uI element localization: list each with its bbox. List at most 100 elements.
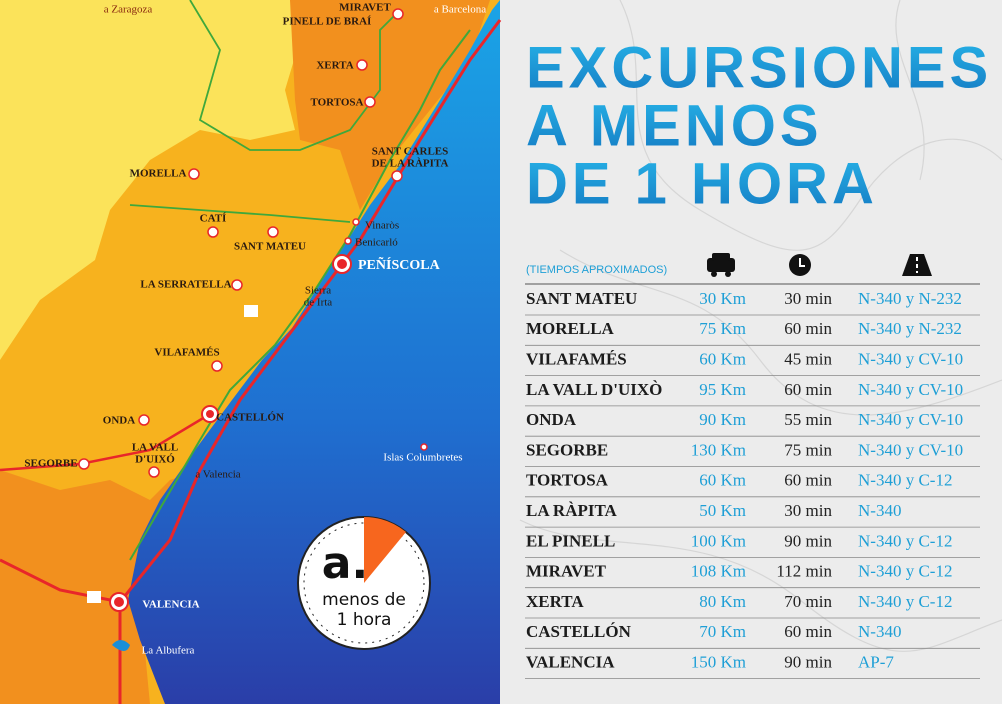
route: N-340 y CV-10 <box>858 440 963 459</box>
destination: MIRAVET <box>526 562 607 581</box>
route: N-340 y C-12 <box>858 471 952 490</box>
route: N-340 y C-12 <box>858 592 952 611</box>
table-row: EL PINELL 100 Km 90 min N-340 y C-12 <box>525 531 980 558</box>
duration: 112 min <box>776 562 832 581</box>
distance: 75 Km <box>699 319 746 338</box>
duration: 90 min <box>784 653 832 672</box>
city-dot <box>391 170 403 182</box>
distance: 70 Km <box>699 622 746 641</box>
car-icon <box>707 253 735 277</box>
road-icon <box>902 254 932 276</box>
destination: TORTOSA <box>526 471 609 490</box>
map-label: VALENCIA <box>142 599 199 611</box>
map-label: ONDA <box>103 415 135 427</box>
city-dot <box>231 279 243 291</box>
map-label: PEÑÍSCOLA <box>358 255 441 273</box>
route: N-340 y N-232 <box>858 289 962 308</box>
logo: a. menos de 1 hora <box>297 516 431 650</box>
road <box>189 0 401 151</box>
duration: 60 min <box>784 622 832 641</box>
map-label: CASTELLÓN <box>216 412 284 424</box>
route: N-340 y C-12 <box>858 562 952 581</box>
sea <box>128 0 500 704</box>
table-row: LA RÀPITA 50 Km 30 min N-340 <box>525 501 980 528</box>
city-dot <box>211 360 223 372</box>
distance: 95 Km <box>699 380 746 399</box>
clock-icon <box>789 254 811 276</box>
road <box>0 412 211 472</box>
destination: MORELLA <box>526 319 615 338</box>
destination: XERTA <box>526 592 584 611</box>
map-label: VILAFAMÉS <box>154 347 219 359</box>
map-label: Vinaròs <box>365 220 399 232</box>
city-dot <box>148 466 160 478</box>
title-line: EXCURSIONES <box>526 35 992 100</box>
table-row: SANT MATEU 30 Km 30 min N-340 y N-232 <box>525 289 980 316</box>
destination: ONDA <box>526 410 577 429</box>
table-row: LA VALL D'UIXÒ 95 Km 60 min N-340 y CV-10 <box>525 380 980 407</box>
duration: 75 min <box>784 440 832 459</box>
route: AP-7 <box>858 653 894 672</box>
destination: VALENCIA <box>526 653 615 672</box>
distance: 30 Km <box>699 289 746 308</box>
table-row: VILAFAMÉS 60 Km 45 min N-340 y CV-10 <box>525 350 980 377</box>
map-label: PINELL DE BRAÍ <box>283 16 372 28</box>
table: SANT MATEU 30 Km 30 min N-340 y N-232 MORELL… <box>525 289 980 679</box>
city-dot <box>138 414 150 426</box>
city-dot <box>267 226 279 238</box>
city-dot <box>420 443 428 451</box>
city-dot <box>78 458 90 470</box>
city-dot <box>344 237 352 245</box>
map-label: LA SERRATELLA <box>140 279 231 291</box>
distance: 130 Km <box>691 440 746 459</box>
destination: VILAFAMÉS <box>526 350 627 369</box>
map-labels: a Zaragoza MIRAVET a Barcelona PINELL DE BR… <box>24 2 486 657</box>
city-dot <box>188 168 200 180</box>
route: N-340 <box>858 622 901 641</box>
logo-line: menos de <box>322 590 406 610</box>
table-row: ONDA 90 Km 55 min N-340 y CV-10 <box>525 410 980 437</box>
map-label: D'UIXÓ <box>135 454 175 466</box>
road <box>129 204 351 223</box>
tarragona-region <box>290 0 490 210</box>
distance: 50 Km <box>699 501 746 520</box>
duration: 60 min <box>784 471 832 490</box>
inland-region <box>0 0 300 360</box>
table-row: XERTA 80 Km 70 min N-340 y C-12 <box>525 592 980 619</box>
table-row: VALENCIA 150 Km 90 min AP-7 <box>525 653 980 679</box>
table-note: (TIEMPOS APROXIMADOS) <box>526 264 667 276</box>
city-dots <box>78 8 428 612</box>
map-label: Benicarló <box>355 237 398 249</box>
logo-line: 1 hora <box>337 610 392 630</box>
road-n340 <box>129 29 471 561</box>
destination: EL PINELL <box>526 531 615 550</box>
map-label: SANT MATEU <box>234 241 306 253</box>
duration: 60 min <box>784 380 832 399</box>
title-line: DE 1 HORA <box>526 151 878 216</box>
map-label: MIRAVET <box>339 2 391 14</box>
distance: 60 Km <box>699 471 746 490</box>
duration: 30 min <box>784 501 832 520</box>
map-label: de Irta <box>304 297 333 309</box>
destination: SEGORBE <box>526 440 608 459</box>
map-label: Islas Columbretes <box>383 452 462 464</box>
distance: 150 Km <box>691 653 746 672</box>
city-dot <box>364 96 376 108</box>
route: N-340 y C-12 <box>858 531 952 550</box>
destination: LA VALL D'UIXÒ <box>526 380 662 399</box>
distance: 80 Km <box>699 592 746 611</box>
city-dot-core <box>337 259 347 269</box>
route: N-340 y CV-10 <box>858 410 963 429</box>
duration: 45 min <box>784 350 832 369</box>
map-label: DE LA RÀPITA <box>372 158 449 170</box>
distance: 100 Km <box>691 531 746 550</box>
route: N-340 y N-232 <box>858 319 962 338</box>
destination: LA RÀPITA <box>526 501 618 520</box>
table-row: SEGORBE 130 Km 75 min N-340 y CV-10 <box>525 440 980 467</box>
map-label: La Albufera <box>142 645 195 657</box>
table-row: MIRAVET 108 Km 112 min N-340 y C-12 <box>525 562 980 589</box>
city-dot <box>352 218 360 226</box>
faint-old-map <box>519 0 1002 652</box>
map-label: XERTA <box>316 60 353 72</box>
airport-icon <box>87 591 101 603</box>
